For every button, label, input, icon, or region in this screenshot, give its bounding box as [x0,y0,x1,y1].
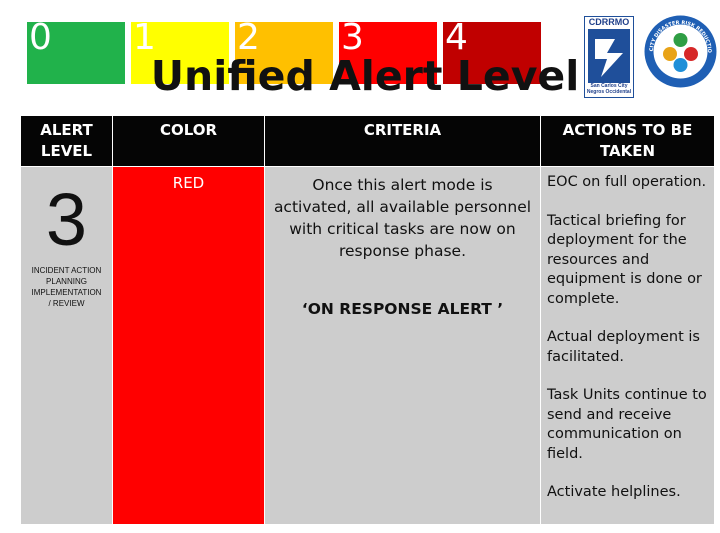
table-header-row: ALERT LEVEL COLOR CRITERIA ACTIONS TO BE… [20,115,715,167]
alert-level-4-label: 4 [445,17,468,58]
table-row: 3 INCIDENT ACTION PLANNING IMPLEMENTATIO… [20,166,715,525]
alert-level-1-bar: 1 [131,17,229,84]
criteria-tag: ‘ON RESPONSE ALERT ’ [301,300,504,318]
alert-level-1-label: 1 [133,17,156,58]
cdrrmo-city-text: San Carlos City Negros Occidental [586,83,632,95]
header-color: COLOR [112,115,265,167]
criteria-cell: Once this alert mode is activated, all a… [264,166,541,525]
cdrrmo-logo-text: CDRRMO [588,17,630,27]
council-seal-icon: CITY DISASTER RISK REDUCTION AND MANAGEM… [643,14,717,88]
alert-level-3-bar: 3 [339,17,437,84]
header-alert-level: ALERT LEVEL [20,115,113,167]
alert-level-2-label: 2 [237,17,260,58]
actions-cell: EOC on full operation. Tactical briefing… [540,166,715,525]
action-item: Tactical briefing for deployment for the… [547,212,702,307]
alert-level-table: ALERT LEVEL COLOR CRITERIA ACTIONS TO BE… [20,115,715,525]
alert-level-0-bar: 0 [27,17,125,84]
alert-level-3-label: 3 [341,17,364,58]
header-actions: ACTIONS TO BE TAKEN [540,115,715,167]
level-description: INCIDENT ACTION PLANNING IMPLEMENTATION … [31,266,102,308]
alert-level-2-bar: 2 [235,17,333,84]
level-cell: 3 INCIDENT ACTION PLANNING IMPLEMENTATIO… [20,166,113,525]
criteria-text: Once this alert mode is activated, all a… [273,176,532,260]
header-criteria: CRITERIA [264,115,541,167]
cdrrmo-logo: CDRRMO San Carlos City Negros Occidental [584,16,634,98]
level-number: 3 [45,178,88,261]
cdrrmo-emblem-icon [588,29,630,83]
action-item: Actual deployment is facilitated. [547,329,700,365]
color-name: RED [172,174,205,192]
action-item: EOC on full operation. [547,174,707,190]
action-item: Task Units continue to send and receive … [547,387,707,462]
action-item: Activate helplines. [547,484,681,500]
alert-level-0-label: 0 [29,17,52,58]
color-cell: RED [112,166,265,525]
page-title: Unified Alert Level [150,52,580,100]
alert-level-4-bar: 4 [443,17,541,84]
